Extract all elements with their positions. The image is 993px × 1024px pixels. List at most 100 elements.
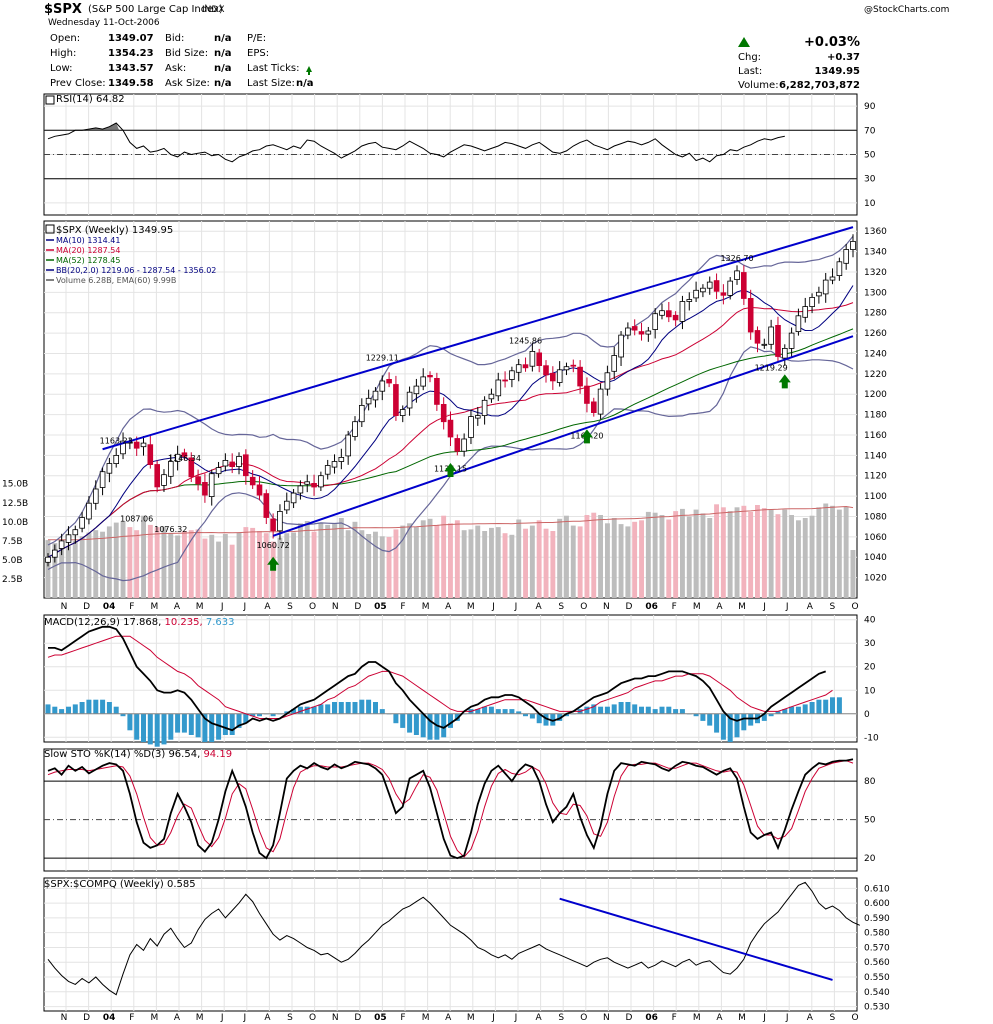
- macd-histogram-bar: [427, 713, 433, 740]
- volume-bar: [352, 521, 358, 598]
- candle-body: [761, 343, 768, 346]
- y-tick-label: 1100: [864, 492, 887, 502]
- x-tick-label: M: [151, 1013, 159, 1023]
- quote-label: Prev Close:: [50, 78, 106, 89]
- x-tick-label: N: [332, 602, 339, 612]
- macd-histogram-bar: [93, 699, 99, 714]
- macd-histogram-bar: [420, 713, 426, 738]
- volume-bar: [495, 527, 501, 598]
- macd-histogram-bar: [509, 709, 515, 714]
- y-tick-label: 1280: [864, 309, 887, 319]
- macd-histogram-bar: [836, 697, 842, 714]
- candle-body: [106, 463, 113, 474]
- quote-value: n/a: [296, 78, 314, 89]
- candle-body: [734, 270, 740, 280]
- legend-entry: MA(52) 1278.45: [56, 256, 120, 265]
- macd-histogram-bar: [345, 702, 351, 714]
- macd-histogram-bar: [434, 713, 440, 740]
- x-tick-label: F: [400, 602, 405, 612]
- volume-bar: [209, 534, 215, 598]
- volume-bar: [543, 528, 549, 598]
- macd-histogram-bar: [720, 713, 726, 740]
- macd-histogram-bar: [802, 704, 808, 714]
- candle-body: [270, 518, 276, 532]
- macd-histogram-bar: [502, 709, 508, 714]
- macd-histogram-bar: [448, 713, 453, 728]
- candle-body: [420, 376, 426, 387]
- volume-bar: [577, 526, 583, 598]
- macd-histogram-bar: [291, 709, 297, 714]
- channel-lower-line: [272, 335, 854, 537]
- last-value: 1349.95: [814, 66, 860, 77]
- macd-histogram-bar: [761, 713, 767, 721]
- x-tick-label: N: [61, 1013, 68, 1023]
- volume-bar: [325, 524, 331, 598]
- macd-histogram-bar: [604, 706, 610, 714]
- volume-bar: [802, 518, 808, 598]
- y-tick-label: 1020: [864, 574, 887, 584]
- candle-body: [52, 549, 58, 558]
- volume-bar: [311, 531, 317, 598]
- volume-bar: [591, 512, 597, 598]
- y-tick-label: 0.590: [864, 914, 890, 924]
- macd-histogram-bar: [141, 713, 146, 742]
- volume-bar: [564, 515, 569, 598]
- candle-body: [133, 441, 140, 449]
- volume-bar: [366, 534, 372, 598]
- macd-histogram-bar: [379, 709, 385, 714]
- quote-date: Wednesday 11-Oct-2006: [48, 18, 160, 28]
- volume-bar: [222, 534, 228, 598]
- candle-body: [843, 249, 849, 264]
- channel-upper-line: [102, 226, 854, 451]
- quote-label: High:: [50, 48, 76, 59]
- volume-bar: [420, 520, 426, 598]
- macd-line: [48, 625, 826, 732]
- y-tick-label: 50: [864, 816, 876, 826]
- y-tick-label: 80: [864, 777, 876, 787]
- macd-histogram-bar: [748, 713, 754, 726]
- quote-label: EPS:: [247, 48, 269, 59]
- macd-histogram-bar: [475, 709, 481, 714]
- candle-body: [358, 404, 365, 423]
- candle-body: [345, 434, 351, 457]
- candle-body: [618, 334, 624, 358]
- y-tick-label: 0.540: [864, 988, 890, 998]
- x-tick-label: O: [309, 1013, 316, 1023]
- macd-histogram-bar: [181, 713, 187, 733]
- candle-body: [161, 474, 167, 486]
- candle-body: [625, 327, 631, 336]
- candle-body: [413, 385, 420, 395]
- candle-body: [604, 372, 611, 390]
- y-tick-label: 1300: [864, 288, 887, 298]
- candle-body: [754, 330, 761, 344]
- sto-d-line: [47, 760, 854, 858]
- candle-body: [72, 529, 79, 536]
- volume-tick-label: 5.0B: [2, 556, 23, 566]
- x-tick-label: S: [287, 1013, 293, 1023]
- volume-bar: [168, 533, 174, 598]
- candle-body: [570, 364, 577, 367]
- volume-bar: [727, 511, 733, 598]
- volume-ema-line: [48, 505, 854, 541]
- volume-bar: [843, 506, 849, 598]
- volume-bar: [850, 550, 856, 598]
- candle-body: [836, 261, 843, 276]
- macd-histogram-bar: [400, 713, 406, 728]
- quote-label: Ask Size:: [165, 78, 210, 89]
- y-tick-label: 0.570: [864, 943, 890, 953]
- credit: @StockCharts.com: [864, 5, 949, 15]
- volume-bar: [59, 542, 65, 598]
- macd-histogram-bar: [529, 713, 535, 719]
- stochastic-panel: 20 50 80: [43, 748, 876, 872]
- candle-body: [379, 380, 386, 392]
- y-tick-label: 90: [864, 102, 876, 112]
- candle-body: [311, 482, 317, 488]
- x-tick-label: J: [242, 1013, 246, 1023]
- volume-bar: [468, 529, 474, 598]
- x-tick-label: A: [807, 602, 814, 612]
- symbol: $SPX: [44, 2, 82, 17]
- volume-bar: [400, 525, 406, 598]
- macd-signal-line: [47, 635, 833, 719]
- candle-body: [181, 452, 188, 457]
